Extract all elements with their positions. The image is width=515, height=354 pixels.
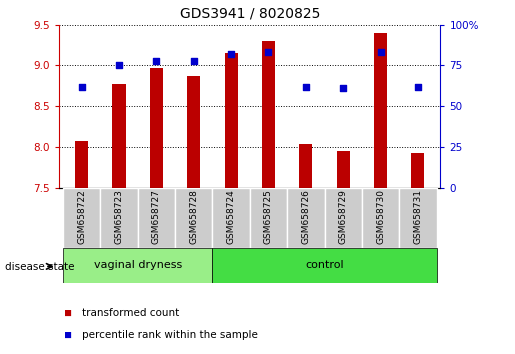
Bar bbox=[287, 188, 324, 248]
Text: GSM658723: GSM658723 bbox=[114, 189, 124, 244]
Text: GSM658728: GSM658728 bbox=[189, 189, 198, 244]
Bar bbox=[212, 188, 250, 248]
Text: GSM658725: GSM658725 bbox=[264, 189, 273, 244]
Bar bbox=[112, 84, 126, 188]
Text: GSM658722: GSM658722 bbox=[77, 189, 86, 244]
Point bbox=[190, 58, 198, 63]
Bar bbox=[175, 188, 212, 248]
Title: GDS3941 / 8020825: GDS3941 / 8020825 bbox=[180, 7, 320, 21]
Bar bbox=[138, 188, 175, 248]
Bar bbox=[150, 68, 163, 188]
Bar bbox=[411, 153, 424, 188]
Bar bbox=[324, 188, 362, 248]
Bar bbox=[63, 248, 212, 283]
Text: percentile rank within the sample: percentile rank within the sample bbox=[82, 330, 259, 339]
Point bbox=[78, 84, 86, 90]
Bar bbox=[100, 188, 138, 248]
Bar bbox=[225, 53, 237, 188]
Point bbox=[339, 85, 347, 91]
Bar bbox=[63, 188, 100, 248]
Text: vaginal dryness: vaginal dryness bbox=[94, 261, 182, 270]
Bar bbox=[262, 41, 275, 188]
Point bbox=[302, 84, 310, 90]
Point bbox=[414, 84, 422, 90]
Point bbox=[264, 50, 272, 55]
Bar bbox=[399, 188, 437, 248]
Bar bbox=[212, 248, 437, 283]
Point bbox=[115, 63, 123, 68]
Text: GSM658729: GSM658729 bbox=[339, 189, 348, 244]
Bar bbox=[362, 188, 399, 248]
Text: GSM658730: GSM658730 bbox=[376, 189, 385, 244]
Text: GSM658727: GSM658727 bbox=[152, 189, 161, 244]
Point bbox=[152, 58, 161, 63]
Point bbox=[376, 50, 385, 55]
Text: transformed count: transformed count bbox=[82, 308, 180, 318]
Text: GSM658731: GSM658731 bbox=[414, 189, 422, 244]
Text: control: control bbox=[305, 261, 344, 270]
Text: ◾: ◾ bbox=[64, 308, 73, 318]
Bar bbox=[299, 144, 313, 188]
Text: GSM658724: GSM658724 bbox=[227, 189, 235, 244]
Text: disease state: disease state bbox=[5, 262, 75, 272]
Bar bbox=[75, 141, 88, 188]
Text: ◾: ◾ bbox=[64, 330, 73, 339]
Bar bbox=[337, 151, 350, 188]
Bar bbox=[250, 188, 287, 248]
Point bbox=[227, 51, 235, 57]
Bar bbox=[187, 76, 200, 188]
Text: GSM658726: GSM658726 bbox=[301, 189, 311, 244]
Bar bbox=[374, 33, 387, 188]
